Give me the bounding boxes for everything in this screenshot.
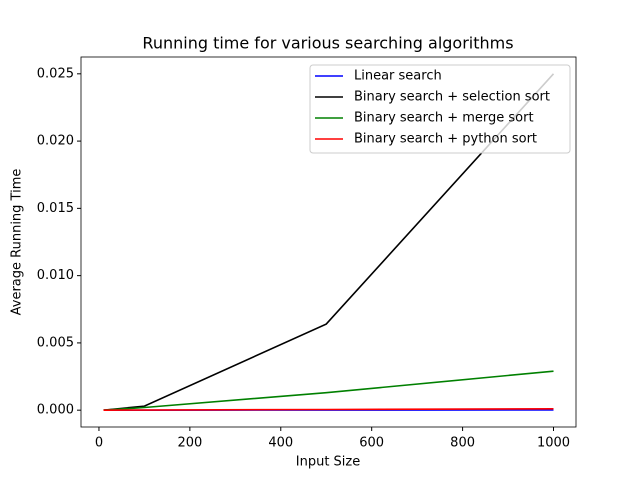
y-tick-label: 0.000 <box>37 403 74 418</box>
y-tick-label: 0.005 <box>37 335 74 350</box>
plot-frame <box>80 56 577 428</box>
y-tick-label: 0.020 <box>37 134 74 149</box>
x-tick-label: 1000 <box>537 436 570 451</box>
chart-title: Running time for various searching algor… <box>142 34 513 53</box>
y-tick-label: 0.010 <box>37 268 74 283</box>
x-tick-label: 200 <box>177 436 202 451</box>
y-tick-label: 0.025 <box>37 66 74 81</box>
legend-label: Binary search + merge sort <box>354 111 534 126</box>
series-line <box>103 370 554 411</box>
y-axis-label: Average Running Time <box>10 169 25 316</box>
series-line <box>103 408 554 411</box>
x-tick-label: 0 <box>95 436 103 451</box>
legend-label: Binary search + selection sort <box>354 90 550 105</box>
y-tick-label: 0.015 <box>37 201 74 216</box>
x-tick-label: 400 <box>268 436 293 451</box>
x-tick-label: 800 <box>450 436 475 451</box>
legend-label: Linear search <box>354 69 442 84</box>
legend-box <box>309 64 571 154</box>
legend-label: Binary search + python sort <box>354 132 537 147</box>
x-tick-label: 600 <box>359 436 384 451</box>
x-axis-label: Input Size <box>296 455 360 470</box>
